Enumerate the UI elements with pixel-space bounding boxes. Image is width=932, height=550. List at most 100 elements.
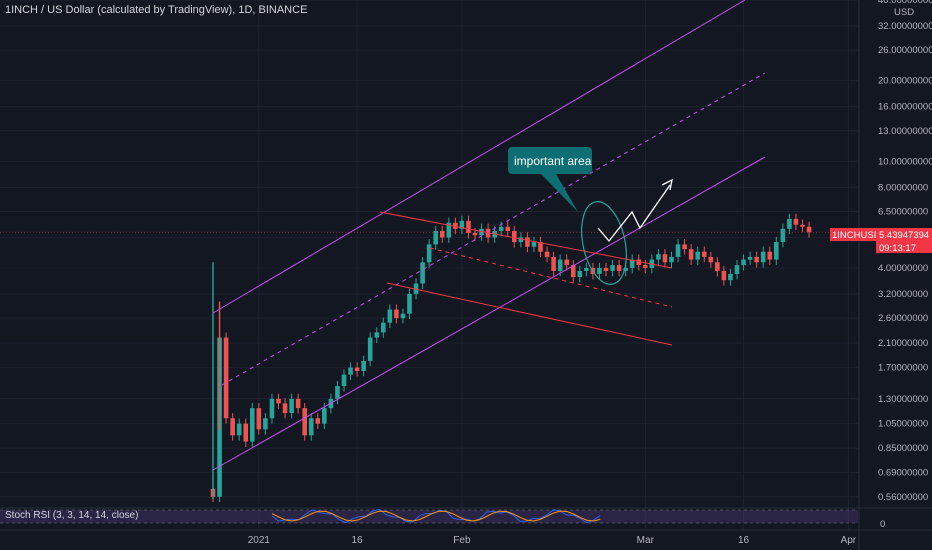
candle-body <box>276 398 281 404</box>
price-tick-label: 13.00000000 <box>878 126 932 137</box>
price-tag-countdown: 09:13:17 <box>879 243 916 254</box>
candle-body <box>400 313 406 319</box>
candle-body <box>518 237 524 243</box>
candle-body <box>243 423 249 442</box>
candle-body <box>682 244 687 250</box>
candle-body <box>780 228 786 243</box>
projection-path <box>597 184 671 243</box>
candle-body <box>295 398 301 409</box>
candle-body <box>603 267 609 271</box>
callout-pointer <box>541 174 578 212</box>
candle-body <box>341 374 347 387</box>
candle-body <box>348 367 353 375</box>
price-tick-label: 0.69000000 <box>878 468 928 479</box>
candle-body <box>230 418 235 436</box>
indicator-label[interactable]: Stoch RSI (3, 3, 14, 14, close) <box>5 510 139 521</box>
candle-body <box>308 418 314 436</box>
time-tick-label: Apr <box>841 535 857 546</box>
candle-body <box>381 322 386 333</box>
candle-body <box>695 251 700 260</box>
candle-body <box>741 259 746 266</box>
candle-body <box>636 259 642 266</box>
candle-body <box>512 230 517 243</box>
candle-body <box>734 265 740 274</box>
candle-body <box>407 293 412 314</box>
candle-body <box>472 233 478 236</box>
last-price-tag: 1INCHUSD 5.43947394 09:13:17 <box>830 228 932 254</box>
rsi-band <box>0 510 858 523</box>
price-tick-label: 40.00000000 <box>878 0 932 6</box>
price-tick-label: 20.00000000 <box>878 76 932 87</box>
candle-body <box>623 267 628 271</box>
candle-body <box>675 244 681 257</box>
candle-body <box>367 337 373 361</box>
price-tick-label: 2.10000000 <box>878 338 928 349</box>
price-tick-label: 1.70000000 <box>878 363 928 374</box>
projection-arrowhead <box>661 178 673 191</box>
candle-body <box>269 398 275 419</box>
candle-body <box>479 228 484 236</box>
price-tag-symbol-bg <box>830 228 880 241</box>
candle-body <box>413 283 419 294</box>
candle-body <box>459 220 465 229</box>
candle-body <box>361 360 366 372</box>
candle-body <box>688 249 694 260</box>
price-tag-countdown-bg <box>876 241 932 253</box>
candles <box>0 213 858 503</box>
channel-lower-line <box>212 156 766 471</box>
price-tag-symbol: 1INCHUSD <box>832 230 881 241</box>
candle-body <box>236 423 242 436</box>
chart-drawings <box>212 0 766 471</box>
candle-body <box>728 273 733 281</box>
channel-upper-line <box>212 0 746 314</box>
price-tick-label: 26.00000000 <box>878 45 932 56</box>
candle-body <box>453 222 458 229</box>
stoch-rsi-pane[interactable]: 0 <box>0 507 932 530</box>
candle-body <box>544 251 550 257</box>
candle-body <box>223 337 229 419</box>
candle-body <box>669 256 674 263</box>
candle-body <box>289 398 294 414</box>
candle-body <box>387 309 393 323</box>
candle-body <box>322 408 327 424</box>
price-tick-label: 3.20000000 <box>878 289 928 300</box>
candle-body <box>420 262 425 284</box>
candle-body <box>564 259 569 266</box>
candle-body <box>394 309 399 319</box>
candle-body <box>315 418 321 424</box>
candle-body <box>610 265 615 271</box>
price-tick-label: 10.00000000 <box>878 156 932 167</box>
candle-body <box>656 254 661 260</box>
price-tick-label: 8.00000000 <box>878 182 928 193</box>
important-area-callout: important area <box>508 147 592 212</box>
candle-body <box>643 265 648 268</box>
candle-body <box>629 259 635 268</box>
callout-text: important area <box>514 154 592 168</box>
candle-body <box>570 265 576 278</box>
candle-body <box>505 226 511 231</box>
candle-body <box>551 256 556 271</box>
candle-body <box>354 367 360 372</box>
candle-body <box>466 220 471 234</box>
candle-body <box>708 256 714 263</box>
candle-body <box>256 408 262 430</box>
price-tick-label: 32.00000000 <box>878 21 932 32</box>
candle-body <box>446 222 452 238</box>
candle-body <box>793 218 799 225</box>
candle-body <box>538 242 543 252</box>
resistance-line <box>379 211 673 269</box>
candle-body <box>531 242 537 247</box>
price-tick-label: 2.60000000 <box>878 313 928 324</box>
candle-body <box>498 226 504 231</box>
price-tick-label: 0.85000000 <box>878 443 928 454</box>
time-axis[interactable]: 202116FebMar16Apr16May17Jun16 <box>248 535 932 546</box>
candle-body <box>806 226 812 233</box>
candle-body <box>721 270 727 281</box>
price-tag-value-bg <box>876 228 932 241</box>
time-tick-label: Mar <box>637 535 655 546</box>
price-tick-label: 1.05000000 <box>878 419 928 430</box>
price-axis[interactable]: 40.00000000 32.00000000 26.00000000 20.0000… <box>858 0 932 550</box>
candle-body <box>616 265 622 271</box>
candle-body <box>433 230 438 245</box>
